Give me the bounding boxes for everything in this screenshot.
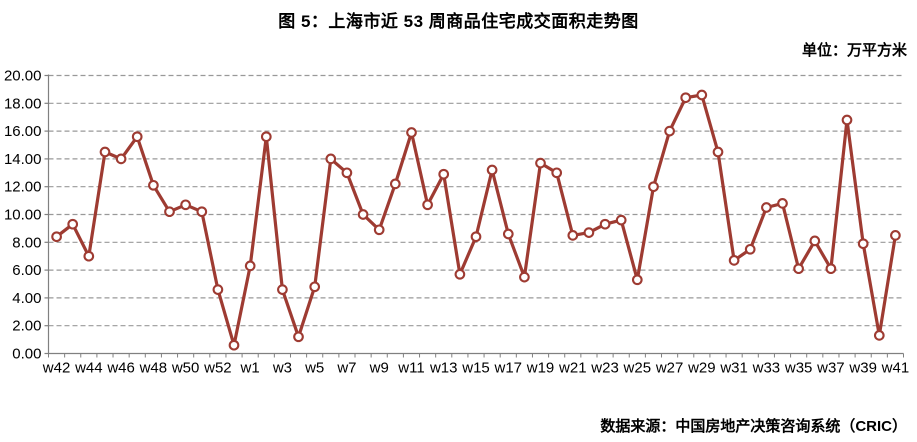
y-tick-label: 16.00	[4, 123, 42, 140]
y-tick-label: 10.00	[4, 207, 42, 224]
x-tick-label: w39	[848, 360, 877, 377]
data-point-marker	[212, 284, 224, 295]
data-point-marker	[744, 243, 756, 255]
x-tick-label: w9	[369, 360, 389, 377]
x-tick-label: w11	[397, 360, 424, 377]
data-point-marker	[293, 331, 304, 343]
x-tick-label: w7	[336, 360, 356, 377]
data-point-marker	[841, 114, 853, 126]
line-chart: 0.00 2.00 4.00 6.00 8.00 10.00 12.00 14.00 16.00…	[4, 68, 910, 377]
data-point-marker	[83, 250, 95, 262]
data-point-marker	[389, 178, 401, 190]
data-point-marker	[664, 125, 675, 137]
data-point-marker	[341, 167, 353, 179]
x-tick-label: w21	[558, 360, 587, 377]
y-tick-label: 8.00	[12, 234, 41, 251]
y-tick-label: 0.00	[12, 346, 41, 363]
data-point-marker	[115, 153, 127, 165]
y-tick-label: 14.00	[4, 151, 42, 168]
x-tick-label: w37	[816, 360, 845, 377]
x-tick-label: w33	[752, 360, 781, 377]
data-point-marker	[406, 127, 417, 138]
chart-title: 图 5：上海市近 53 周商品住宅成交面积走势图	[278, 12, 639, 31]
data-point-marker	[180, 199, 191, 211]
data-point-marker	[857, 238, 869, 250]
data-point-marker	[148, 179, 159, 191]
data-point-marker	[502, 228, 514, 240]
x-tick-label: w23	[590, 360, 619, 377]
x-tick-label: w42	[42, 360, 71, 377]
x-tick-label: w41	[881, 360, 910, 377]
data-point-marker	[583, 227, 595, 238]
x-tick-label: w25	[623, 360, 652, 377]
data-point-marker	[648, 181, 659, 193]
x-tick-label: w48	[139, 360, 168, 377]
data-point-marker	[228, 339, 240, 351]
y-tick-label: 20.00	[4, 68, 42, 85]
series-line	[54, 93, 898, 347]
data-point-marker	[131, 131, 143, 143]
x-tick-label: w15	[461, 360, 490, 377]
y-tick-label: 6.00	[12, 262, 41, 279]
x-tick-label: w27	[655, 360, 684, 377]
x-tick-label: w17	[493, 360, 522, 377]
x-tick-label: w46	[106, 360, 135, 377]
data-point-marker	[357, 209, 369, 220]
data-point-marker	[696, 89, 708, 101]
data-point-marker	[164, 206, 175, 218]
data-point-marker	[551, 167, 563, 179]
y-tick-label: 2.00	[12, 318, 41, 335]
data-point-marker	[567, 230, 579, 241]
data-point-marker	[890, 230, 901, 241]
y-tick-label: 4.00	[12, 290, 41, 307]
data-point-marker	[309, 281, 321, 293]
data-point-marker	[535, 157, 546, 169]
data-point-marker	[777, 198, 788, 209]
x-tick-label: w13	[429, 360, 458, 377]
x-tick-label: w3	[272, 360, 292, 377]
x-tick-label: w29	[687, 360, 716, 377]
x-tick-label: w19	[526, 360, 555, 377]
data-point-marker	[873, 330, 885, 341]
data-point-marker	[761, 202, 772, 213]
data-point-marker	[793, 263, 804, 275]
x-tick-label: w35	[784, 360, 813, 377]
data-point-marker	[519, 271, 530, 283]
data-point-marker	[325, 153, 337, 165]
data-point-marker	[615, 214, 627, 226]
y-tick-label: 12.00	[4, 179, 42, 196]
x-tick-label: w5	[304, 360, 324, 377]
data-point-marker	[67, 218, 79, 230]
data-point-marker	[599, 218, 611, 230]
unit-label: 单位：万平方米	[801, 42, 907, 59]
data-point-marker	[454, 268, 466, 280]
data-point-marker	[196, 206, 208, 218]
data-point-marker	[712, 146, 724, 158]
data-point-marker	[631, 274, 643, 286]
data-point-marker	[728, 255, 740, 266]
x-tick-label: w50	[171, 360, 200, 377]
data-point-marker	[486, 164, 498, 176]
data-point-marker	[99, 146, 111, 158]
data-point-marker	[422, 199, 433, 211]
data-point-marker	[470, 231, 482, 243]
data-source: 数据来源：中国房地产决策咨询系统（CRIC）	[600, 418, 907, 435]
data-point-marker	[373, 224, 385, 236]
data-point-marker	[260, 131, 272, 143]
data-point-marker	[680, 92, 692, 104]
data-point-marker	[809, 235, 821, 247]
data-point-marker	[438, 168, 450, 180]
x-tick-label: w31	[719, 360, 748, 377]
data-point-marker	[825, 263, 837, 275]
data-point-marker	[51, 231, 62, 243]
x-tick-label: w52	[203, 360, 232, 377]
data-point-marker	[244, 260, 256, 272]
data-point-marker	[277, 284, 288, 295]
x-tick-label: w1	[240, 360, 260, 377]
x-tick-label: w44	[74, 360, 103, 377]
y-tick-label: 18.00	[4, 95, 42, 112]
